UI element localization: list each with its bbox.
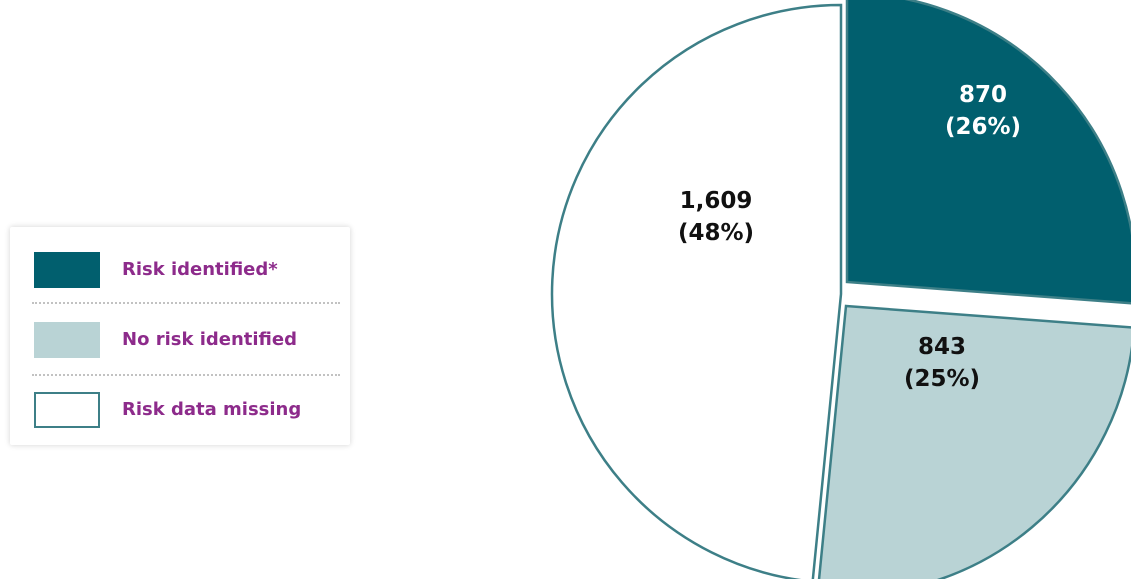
chart-legend: Risk identified* No risk identified Risk… xyxy=(10,227,350,445)
legend-label-risk-data-missing: Risk data missing xyxy=(122,399,302,420)
legend-divider xyxy=(32,302,340,304)
legend-item-no-risk-identified: No risk identified xyxy=(10,320,350,360)
legend-swatch-risk-identified xyxy=(34,252,100,288)
legend-label-risk-identified: Risk identified* xyxy=(122,259,278,280)
pie-slice-no-risk-identified xyxy=(817,304,1131,579)
pie-percent-label-no-risk-identified: (25%) xyxy=(904,366,980,392)
pie-value-label-risk-data-missing: 1,609 xyxy=(680,188,753,214)
legend-item-risk-identified: Risk identified* xyxy=(10,250,350,290)
legend-item-risk-data-missing: Risk data missing xyxy=(10,390,350,430)
legend-swatch-no-risk-identified xyxy=(34,322,100,358)
pie-chart: 870 (26%) 843 (25%) 1,609 (48%) xyxy=(550,0,1131,579)
pie-value-label-no-risk-identified: 843 xyxy=(918,334,966,360)
pie-percent-label-risk-data-missing: (48%) xyxy=(678,220,754,246)
legend-divider xyxy=(32,374,340,376)
pie-slice-risk-identified xyxy=(845,0,1131,305)
pie-percent-label-risk-identified: (26%) xyxy=(945,114,1021,140)
pie-slice-risk-data-missing xyxy=(550,3,843,579)
legend-swatch-risk-data-missing xyxy=(34,392,100,428)
legend-label-no-risk-identified: No risk identified xyxy=(122,329,297,350)
pie-value-label-risk-identified: 870 xyxy=(959,82,1007,108)
